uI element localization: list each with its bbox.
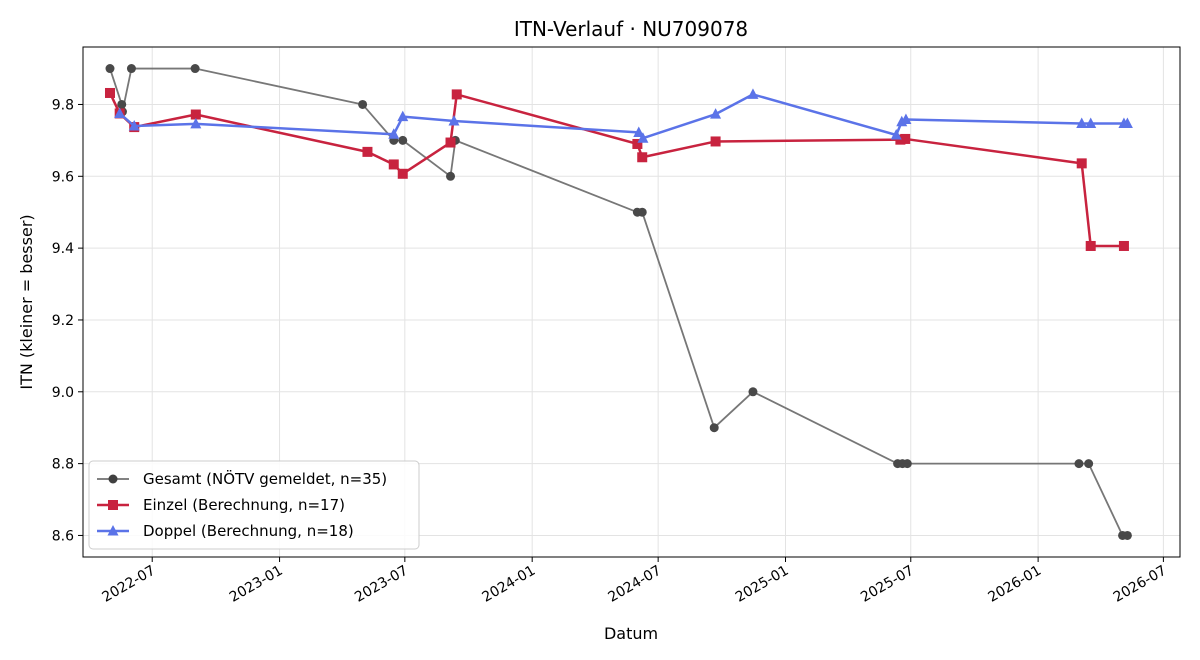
- chart-title: ITN-Verlauf · NU709078: [514, 17, 748, 41]
- data-point: [445, 137, 456, 148]
- legend: Gesamt (NÖTV gemeldet, n=35) Einzel (Bere…: [88, 460, 420, 550]
- y-tick-label: 8.6: [52, 528, 74, 544]
- data-point: [451, 89, 462, 100]
- data-point: [105, 64, 115, 74]
- data-point: [1085, 117, 1097, 128]
- data-point: [190, 117, 202, 129]
- legend-box: [88, 460, 420, 550]
- data-point: [388, 128, 400, 139]
- data-point: [190, 109, 201, 120]
- legend-label: Gesamt (NÖTV gemeldet, n=35): [143, 469, 387, 488]
- y-axis-title: ITN (kleiner = besser): [17, 214, 36, 389]
- data-point: [397, 168, 408, 179]
- data-point: [637, 152, 648, 163]
- data-point: [1076, 158, 1087, 169]
- data-point: [358, 99, 368, 109]
- data-point: [902, 459, 912, 469]
- series-layer: [104, 64, 1133, 540]
- y-tick-label: 9.2: [52, 313, 74, 329]
- series-gesamt: [105, 64, 1132, 540]
- data-point: [126, 64, 136, 74]
- data-point: [900, 133, 911, 144]
- data-point: [709, 423, 719, 433]
- data-point: [362, 146, 373, 157]
- data-point: [1084, 459, 1094, 469]
- data-point: [448, 114, 460, 126]
- data-point: [633, 126, 645, 137]
- data-point: [128, 120, 140, 131]
- series-doppel: [114, 88, 1133, 143]
- data-point: [398, 135, 408, 145]
- data-point: [747, 88, 759, 99]
- data-point: [397, 110, 409, 122]
- legend-label: Einzel (Berechnung, n=17): [143, 496, 345, 514]
- data-point: [104, 87, 115, 98]
- x-axis-title: Datum: [604, 624, 658, 643]
- data-point: [748, 387, 758, 397]
- data-point: [710, 108, 722, 119]
- data-point: [710, 136, 721, 147]
- legend-marker: [108, 500, 118, 510]
- data-point: [900, 113, 912, 125]
- data-point: [1122, 530, 1132, 540]
- data-point: [890, 128, 902, 140]
- data-point: [388, 159, 399, 170]
- legend-marker: [108, 474, 118, 484]
- data-point: [114, 107, 126, 118]
- legend-label: Doppel (Berechnung, n=18): [143, 522, 354, 540]
- legend-marker: [107, 525, 119, 536]
- data-point: [117, 99, 127, 109]
- data-point: [632, 138, 643, 149]
- y-tick-label: 9.6: [52, 169, 74, 185]
- y-tick-label: 9.0: [52, 385, 74, 401]
- plot-frame: [82, 46, 1181, 558]
- data-point: [1074, 459, 1084, 469]
- data-point: [1121, 117, 1133, 128]
- y-axis: 8.6 8.8 9.0 9.2 9.4 9.6 9.8: [52, 97, 83, 544]
- data-point: [1118, 240, 1129, 251]
- y-tick-label: 9.8: [52, 97, 74, 113]
- y-tick-label: 8.8: [52, 457, 74, 473]
- data-point: [637, 132, 649, 143]
- data-point: [637, 207, 647, 217]
- data-point: [1076, 117, 1088, 128]
- data-point: [190, 64, 200, 74]
- y-tick-label: 9.4: [52, 241, 74, 257]
- data-point: [1085, 240, 1096, 251]
- data-point: [446, 171, 456, 181]
